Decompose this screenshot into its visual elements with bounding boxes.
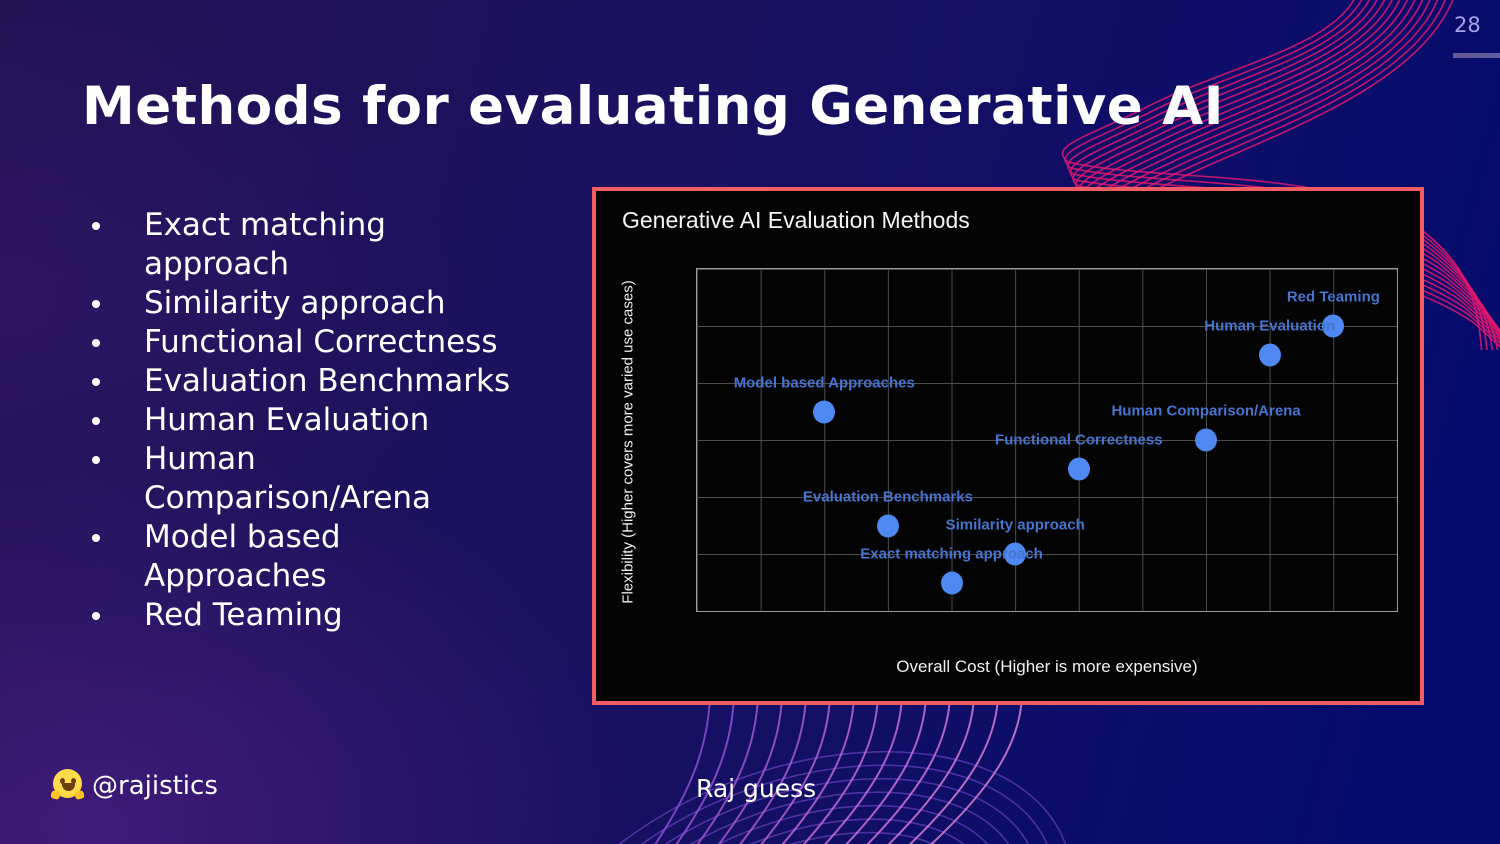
data-point (1004, 542, 1027, 566)
data-point-label: Human Evaluation (1204, 317, 1336, 334)
data-point (1258, 343, 1281, 366)
bullet-text: Human Comparison/Arena (144, 441, 432, 516)
data-point-label: Functional Correctness (995, 431, 1163, 448)
x-axis-label: Overall Cost (Higher is more expensive) (896, 657, 1198, 676)
bullet-text: Red Teaming (144, 597, 343, 633)
list-item: Similarity approach (86, 284, 572, 323)
credit-text: Raj guess (696, 774, 817, 803)
bullet-text: Functional Correctness (144, 324, 498, 360)
page-number: 28 (1454, 13, 1481, 37)
bullet-text: Model based Approaches (144, 519, 341, 594)
bullet-dot (92, 612, 100, 620)
data-point (940, 571, 963, 594)
bullet-dot (92, 534, 100, 542)
emoji-face (50, 769, 85, 800)
y-axis-label: Flexibility (Higher covers more varied u… (619, 280, 637, 604)
data-point (876, 514, 899, 537)
data-point-label: Similarity approach (945, 516, 1085, 534)
hugging-face-emoji-icon (50, 769, 85, 801)
list-item: Human Comparison/Arena (86, 440, 572, 518)
bullet-text: Evaluation Benchmarks (144, 363, 511, 399)
bullet-list: Exact matching approach Similarity approa… (86, 206, 572, 635)
bullet-dot (92, 222, 100, 230)
data-point (1195, 428, 1218, 452)
data-point-label: Model based Approaches (733, 374, 915, 391)
bullet-dot (92, 417, 100, 425)
data-point (813, 400, 836, 423)
data-point-label: Human Comparison/Arena (1111, 402, 1301, 420)
data-point (1067, 457, 1090, 480)
purple-wave-pattern (560, 695, 1073, 844)
bullet-dot (92, 456, 100, 464)
bullet-text: Exact matching approach (144, 207, 386, 282)
data-point-label: Red Teaming (1286, 288, 1380, 306)
bullet-dot (92, 300, 100, 308)
list-item: Human Evaluation (86, 401, 572, 440)
page-title: Methods for evaluating Generative AI (82, 76, 1224, 137)
list-item: Model based Approaches (86, 518, 572, 596)
bullet-text: Human Evaluation (144, 402, 430, 438)
list-item: Functional Correctness (86, 323, 572, 362)
chart-title: Generative AI Evaluation Methods (622, 207, 970, 233)
scatter-plot-area: Exact matching approach Similarity approa… (696, 268, 1398, 612)
slide-progress-line (1453, 53, 1500, 58)
bullet-dot (92, 378, 100, 386)
bullet-dot (92, 339, 100, 347)
list-item: Evaluation Benchmarks (86, 362, 572, 401)
social-handle: @rajistics (92, 771, 218, 801)
chart-panel: Generative AI Evaluation Methods Flexibi… (592, 187, 1424, 705)
bullet-text: Similarity approach (144, 285, 446, 321)
data-point-label: Exact matching approach (860, 545, 1043, 562)
data-point-label: Evaluation Benchmarks (802, 488, 973, 505)
list-item: Red Teaming (86, 596, 572, 635)
list-item: Exact matching approach (86, 206, 572, 284)
